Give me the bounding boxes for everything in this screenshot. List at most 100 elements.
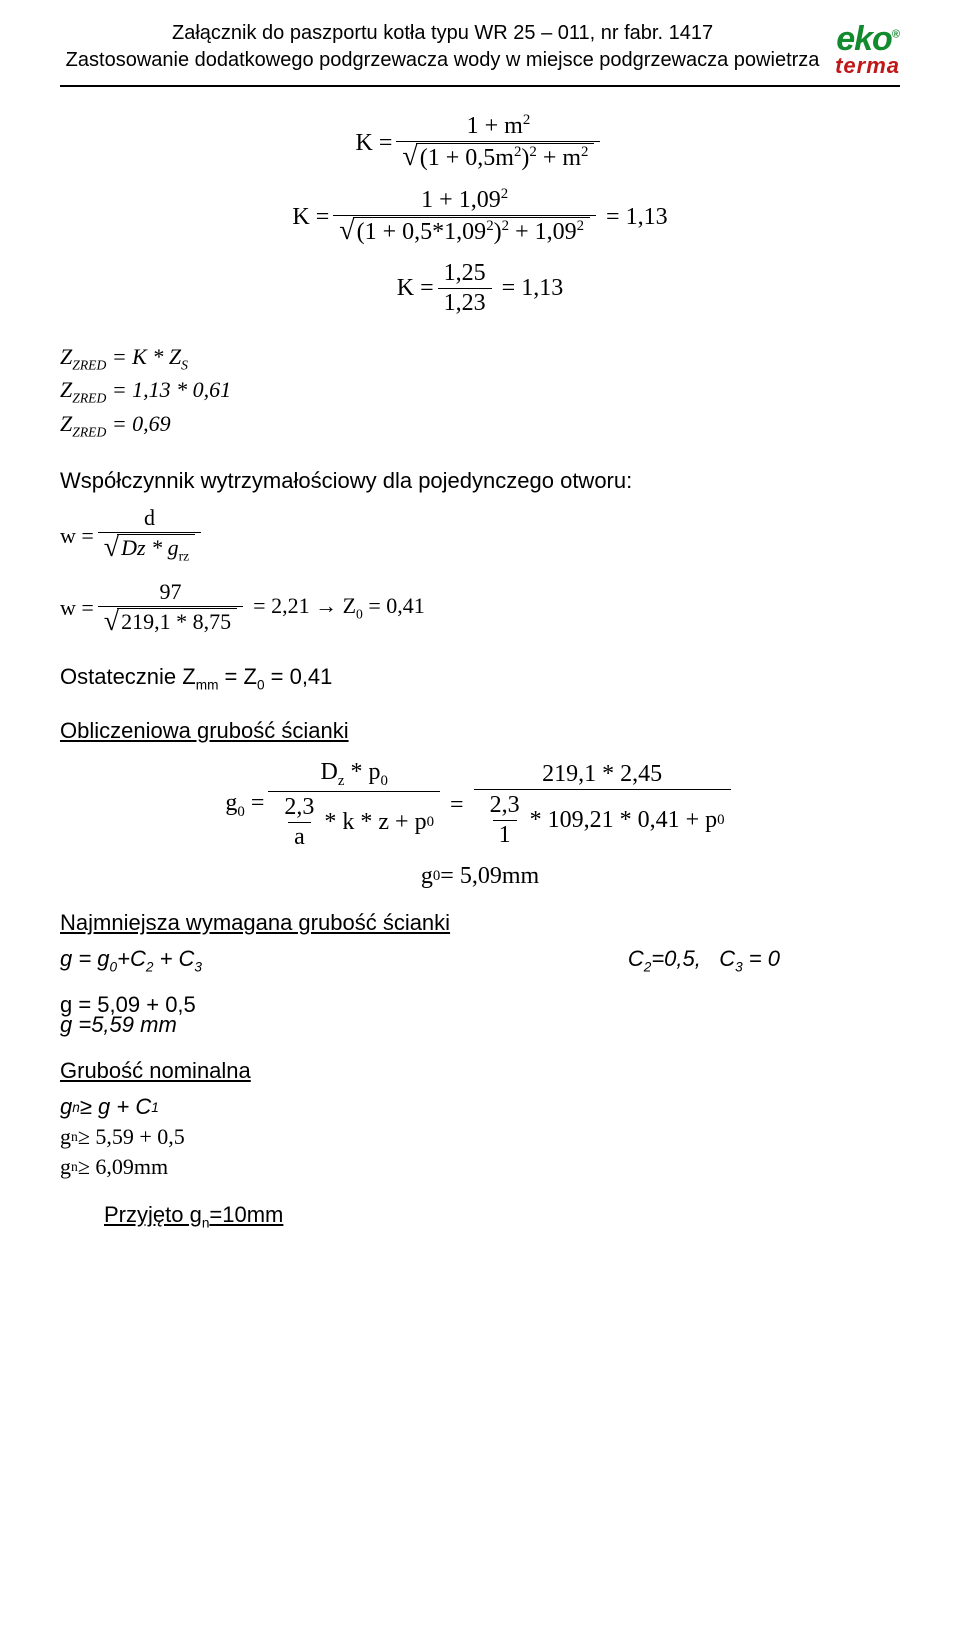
gn559-rest: ≥ 5,59 + 0,5 [78, 1124, 185, 1150]
header-line2: Zastosowanie dodatkowego podgrzewacza wo… [60, 47, 825, 74]
gn-formula: gn ≥ g + C1 [60, 1094, 900, 1120]
g0-denR-sub: 0 [717, 812, 724, 829]
gn609-sub: n [71, 1159, 78, 1175]
g0-lhs: g0 = [225, 790, 264, 821]
k-def-den-exp2: 2 [529, 144, 536, 160]
g-eq-c: + C [153, 946, 194, 971]
w-num-sqrt: √ 219,1 * 8,75 [104, 608, 237, 637]
g0-numL-b: * p [344, 759, 380, 785]
zred-line3: ZZRED = 0,69 [60, 411, 171, 440]
nominal-title: Grubość nominalna [60, 1058, 900, 1084]
logo-therma: terma [835, 53, 900, 79]
logo-reg: ® [892, 29, 899, 41]
g0-num-right: 219,1 * 2,45 [536, 760, 668, 789]
w-num-rhs1: = 2,21 → Z0 = 0,41 [253, 593, 425, 622]
g-eq-rsub2: 3 [735, 959, 743, 974]
k-num-num-exp: 2 [501, 186, 508, 202]
acc-rest: =10mm [209, 1202, 283, 1227]
g0-den-right: 2,3 1 * 109,21 * 0,41 + p0 [474, 789, 731, 851]
header-line1: Załącznik do paszportu kotła typu WR 25 … [60, 20, 825, 47]
w-num-rhs-sub: 0 [356, 606, 363, 621]
g0-denL-rest: * k * z + p [324, 809, 426, 836]
w-num-rhs-b: = 0,41 [363, 593, 425, 618]
g0-den-left: 2,3 a * k * z + p0 [268, 791, 440, 853]
gn-559: gn ≥ 5,59 + 0,5 [60, 1124, 900, 1150]
g0-num-left: Dz * p0 [315, 758, 394, 791]
zred-l1-a: Z [60, 344, 72, 369]
w-num-rhs-a: = 2,21 → Z [253, 593, 356, 618]
w-def-sqrt-body: Dz * grz [117, 534, 195, 566]
g0-fraction-left: Dz * p0 2,3 a * k * z + p0 [268, 758, 440, 853]
zred-l2-sub: ZRED [72, 391, 106, 406]
w-def-den-sub: rz [179, 549, 190, 564]
zred-l3-a: Z [60, 411, 72, 436]
k-def-num-exp: 2 [523, 112, 530, 128]
g-eq-b: +C [117, 946, 146, 971]
k125-den: 1,23 [438, 288, 492, 318]
zred-l1-sub2: S [181, 357, 188, 372]
k-num-den-left: (1 + 0,5*1,09 [357, 219, 487, 245]
k-num-den-plus: + 1,09 [509, 219, 577, 245]
g0-res-rest: = 5,09mm [440, 863, 539, 890]
k-def-den: √ (1 + 0,5m2)2 + m2 [396, 141, 600, 175]
k-num-dexp2: 2 [502, 218, 509, 234]
k-def-den-plus: + m [537, 145, 581, 171]
w-def-lhs: w = [60, 523, 94, 549]
ost-pre: Ostatecznie Z [60, 664, 196, 689]
ost-rest: = 0,41 [265, 664, 333, 689]
g-eq-sub3: 3 [194, 959, 202, 974]
g0-equation: g0 = Dz * p0 2,3 a * k * z + p0 = 219,1 … [60, 758, 900, 853]
k-def-lhs: K = [356, 130, 393, 157]
k-num-dexp1: 2 [486, 218, 493, 234]
k-num-den-mid: ) [494, 219, 502, 245]
ostatecznie-line: Ostatecznie Zmm = Z0 = 0,41 [60, 664, 900, 692]
g0-denR-bot: 1 [493, 820, 517, 850]
g0-denR-top: 2,3 [484, 791, 526, 820]
k-num-num-base: 1 + 1,09 [421, 187, 501, 213]
g0-result: g0 = 5,09mm [60, 863, 900, 890]
min-thickness-title: Najmniejsza wymagana grubość ścianki [60, 910, 900, 936]
z-column: ZZRED = K * ZS ZZRED = 1,13 * 0,61 ZZRED… [60, 342, 900, 442]
g0-denR-rest: * 109,21 * 0,41 + p [530, 807, 718, 834]
g0-numL-a: D [321, 759, 338, 785]
g0-numL-sub2: 0 [380, 773, 387, 789]
zred-l3-sub: ZRED [72, 424, 106, 439]
k-def-num-base: 1 + m [467, 113, 523, 139]
g-eq-rmid2: = 0 [743, 946, 780, 971]
k-num-den: √ (1 + 0,5*1,092)2 + 1,092 [333, 215, 596, 249]
zred-line1: ZZRED = K * ZS [60, 344, 188, 373]
equation-k-def: K = 1 + m2 √ (1 + 0,5m2)2 + m2 [60, 111, 900, 175]
g-eq-r2: C [719, 946, 735, 971]
k-def-sqrt: √ (1 + 0,5m2)2 + m2 [402, 143, 594, 174]
k-def-sqrt-body: (1 + 0,5m2)2 + m2 [416, 143, 595, 174]
w-numeric: w = 97 √ 219,1 * 8,75 = 2,21 → Z0 = 0,41 [60, 578, 900, 638]
w-def-den: √ Dz * grz [98, 532, 201, 567]
ost-mid: = Z [218, 664, 257, 689]
g-eq-row: g = g0+C2 + C3 C2=0,5, C3 = 0 [60, 946, 780, 974]
k-num-sqrt: √ (1 + 0,5*1,092)2 + 1,092 [339, 217, 590, 248]
w-num-sqrt-body: 219,1 * 8,75 [117, 608, 237, 637]
k-num-lhs: K = [292, 204, 329, 231]
g-eq-sub1: 0 [110, 959, 118, 974]
brand-logo: eko® terma [835, 20, 900, 79]
k-num-fraction: 1 + 1,092 √ (1 + 0,5*1,092)2 + 1,092 [333, 185, 596, 249]
k125-lhs: K = [397, 275, 434, 302]
k125-rhs: = 1,13 [502, 275, 564, 302]
k125-num: 1,25 [438, 259, 492, 288]
k-num-num: 1 + 1,092 [415, 185, 514, 215]
zred-l1-sub: ZRED [72, 357, 106, 372]
calc-thickness-title: Obliczeniowa grubość ścianki [60, 718, 900, 744]
g0-res-sub: 0 [433, 868, 440, 885]
g-eq-a: g = g [60, 946, 110, 971]
g0-denL-sub: 0 [427, 814, 434, 831]
gn-f-sub: n [72, 1100, 80, 1115]
w-num-fraction: 97 √ 219,1 * 8,75 [98, 578, 243, 638]
gn559-a: g [60, 1124, 71, 1150]
g0-lhs-a: g [225, 790, 237, 816]
ost-sub2: 0 [257, 677, 265, 692]
zred-l3-rest: = 0,69 [106, 411, 170, 436]
w-def-fraction: d √ Dz * grz [98, 504, 201, 567]
zred-l1-rest: = K * Z [106, 344, 181, 369]
header-text: Załącznik do paszportu kotła typu WR 25 … [60, 20, 825, 74]
g0-fraction-right: 219,1 * 2,45 2,3 1 * 109,21 * 0,41 + p0 [474, 760, 731, 851]
